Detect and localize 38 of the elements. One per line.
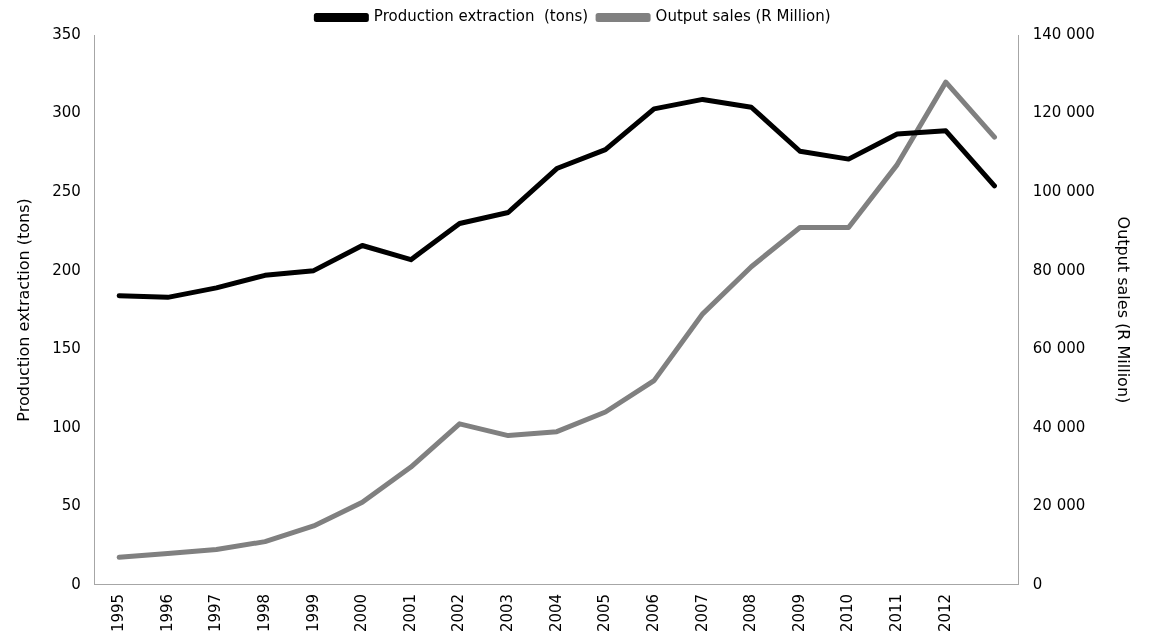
y-axis-title: Production extraction (tons) — [13, 198, 33, 422]
y2-tick-label: 0 — [1032, 574, 1043, 593]
y2-tick-label: 60 000 — [1032, 339, 1086, 358]
y-tick-label: 100 — [52, 417, 81, 436]
y2-tick-label: 140 000 — [1032, 24, 1095, 43]
y2-axis-title: Output sales (R Million) — [1114, 216, 1134, 404]
x-tick-label: 2010 — [838, 593, 857, 633]
y-tick-label: 250 — [52, 181, 81, 200]
y-tick-label: 50 — [61, 496, 81, 515]
y-tick-label: 0 — [71, 574, 81, 593]
x-tick-label: 2006 — [643, 593, 662, 633]
y-tick-label: 350 — [52, 24, 81, 43]
x-tick-label: 2001 — [400, 593, 419, 633]
x-tick-label: 2004 — [546, 593, 565, 633]
y2-tick-label: 120 000 — [1032, 103, 1095, 122]
y-tick-label: 200 — [52, 260, 81, 279]
x-tick-label: 2007 — [692, 593, 711, 633]
y2-tick-label: 40 000 — [1032, 417, 1086, 436]
x-tick-label: 2000 — [352, 593, 371, 633]
y2-tick-label: 80 000 — [1032, 260, 1086, 279]
legend-label: Output sales (R Million) — [655, 7, 831, 26]
y2-tick-label: 20 000 — [1032, 496, 1086, 515]
y2-tick-label: 100 000 — [1032, 181, 1095, 200]
y-tick-label: 300 — [52, 103, 81, 122]
x-tick-label: 2005 — [595, 593, 614, 633]
x-tick-label: 1996 — [157, 593, 176, 633]
x-tick-label: 2011 — [887, 593, 906, 633]
x-tick-label: 1999 — [303, 593, 322, 633]
x-tick-label: 2002 — [449, 593, 468, 633]
x-tick-label: 1997 — [206, 593, 225, 633]
x-tick-label: 2012 — [935, 593, 954, 633]
x-tick-label: 2003 — [498, 593, 517, 633]
x-tick-label: 2009 — [789, 593, 808, 633]
legend-label: Production extraction (tons) — [373, 7, 589, 26]
x-tick-label: 1995 — [109, 593, 128, 633]
y-tick-label: 150 — [52, 339, 81, 358]
x-tick-label: 1998 — [254, 593, 273, 633]
x-tick-label: 2008 — [741, 593, 760, 633]
